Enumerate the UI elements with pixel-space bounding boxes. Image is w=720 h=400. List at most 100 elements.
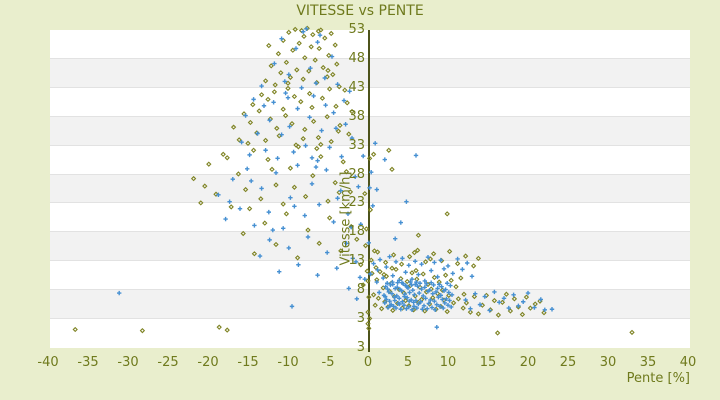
series-olive-point	[471, 293, 478, 300]
series-blue-point	[368, 271, 373, 277]
series-blue-point	[455, 256, 460, 262]
y-axis-title: Vitesse [km/h]	[338, 171, 354, 266]
series-blue-point	[413, 259, 418, 264]
series-olive-point	[366, 325, 372, 332]
series-olive-point	[362, 190, 368, 197]
series-blue-point	[437, 304, 443, 309]
series-blue-point	[415, 283, 420, 289]
series-olive-point	[265, 156, 271, 163]
x-tick-label: -20	[197, 355, 219, 370]
series-olive-point	[330, 71, 336, 78]
series-blue-point	[450, 271, 455, 276]
series-blue-point	[428, 297, 433, 303]
series-olive-point	[332, 42, 338, 48]
series-blue-point	[432, 298, 437, 304]
series-blue-point	[282, 79, 287, 84]
series-olive-point	[247, 119, 254, 126]
y-tick-label: 13	[348, 253, 365, 269]
series-olive-point	[349, 108, 355, 115]
series-blue-point	[399, 288, 404, 293]
series-blue-point	[288, 195, 293, 200]
series-blue-point	[416, 272, 421, 277]
series-olive-point	[310, 31, 316, 38]
series-olive-point	[338, 248, 344, 254]
series-blue-point	[329, 54, 335, 59]
series-blue-point	[292, 204, 297, 209]
series-olive-point	[450, 300, 457, 306]
series-blue-point	[407, 290, 412, 295]
series-olive-point	[265, 96, 271, 103]
series-blue-point	[425, 255, 431, 260]
series-olive-point	[262, 137, 269, 144]
series-olive-point	[202, 183, 208, 189]
series-olive-point	[289, 120, 295, 127]
series-blue-point	[436, 294, 441, 300]
series-blue-point	[400, 256, 405, 261]
series-blue-point	[358, 222, 363, 227]
series-blue-point	[313, 80, 319, 86]
x-axis-title: Pente [%]	[626, 371, 690, 386]
series-olive-point	[364, 268, 370, 274]
plot-band	[50, 30, 690, 59]
series-blue-point	[361, 153, 366, 159]
series-olive-point	[262, 78, 269, 84]
series-olive-point	[295, 144, 302, 150]
series-olive-point	[415, 232, 422, 238]
series-blue-point	[384, 264, 389, 270]
series-blue-point	[287, 124, 292, 129]
series-olive-point	[381, 271, 387, 278]
x-tick-label: 10	[439, 355, 457, 370]
series-blue-point	[429, 305, 435, 310]
series-olive-point	[358, 262, 364, 268]
series-olive-point	[363, 226, 370, 232]
y-tick-label: 48	[348, 50, 365, 66]
series-olive-point	[494, 330, 501, 336]
series-olive-point	[308, 44, 314, 50]
series-olive-point	[541, 310, 547, 316]
series-blue-point	[335, 196, 340, 201]
series-blue-point	[398, 307, 403, 312]
x-tick-label: 35	[639, 355, 657, 370]
series-olive-point	[386, 147, 392, 153]
series-blue-point	[469, 274, 475, 279]
x-tick-label: 15	[479, 355, 497, 370]
series-blue-point	[445, 281, 450, 286]
x-tick-label: -10	[277, 355, 299, 370]
series-blue-point	[413, 298, 419, 303]
y-tick-label: 3	[356, 340, 365, 355]
series-blue-point	[259, 83, 264, 89]
series-olive-point	[402, 297, 409, 304]
series-blue-point	[251, 97, 256, 102]
series-olive-point	[291, 93, 298, 100]
series-blue-point	[420, 307, 425, 312]
series-blue-point	[549, 307, 555, 312]
plot-band	[50, 290, 690, 320]
series-olive-point	[382, 259, 389, 266]
series-olive-point	[220, 151, 226, 157]
series-olive-point	[322, 35, 328, 41]
series-olive-point	[250, 101, 256, 108]
series-blue-point	[366, 240, 371, 245]
series-blue-point	[289, 304, 295, 309]
series-blue-point	[434, 302, 439, 307]
series-olive-point	[461, 291, 467, 297]
series-blue-point	[272, 61, 277, 66]
series-blue-point	[385, 281, 390, 286]
series-blue-point	[446, 290, 451, 295]
series-olive-point	[347, 189, 354, 195]
series-blue-point	[399, 280, 405, 285]
plot-band	[50, 232, 690, 262]
gridline	[50, 86, 690, 88]
series-blue-point	[270, 227, 275, 233]
x-tick-label: -5	[321, 355, 335, 370]
series-olive-point	[455, 296, 462, 302]
series-olive-point	[332, 179, 338, 186]
gridline	[50, 173, 690, 175]
series-olive-point	[310, 173, 316, 179]
series-olive-point	[318, 141, 324, 148]
series-blue-point	[381, 275, 386, 281]
series-olive-point	[511, 296, 518, 302]
series-blue-point	[315, 272, 320, 278]
x-tick-label: -30	[117, 355, 139, 370]
